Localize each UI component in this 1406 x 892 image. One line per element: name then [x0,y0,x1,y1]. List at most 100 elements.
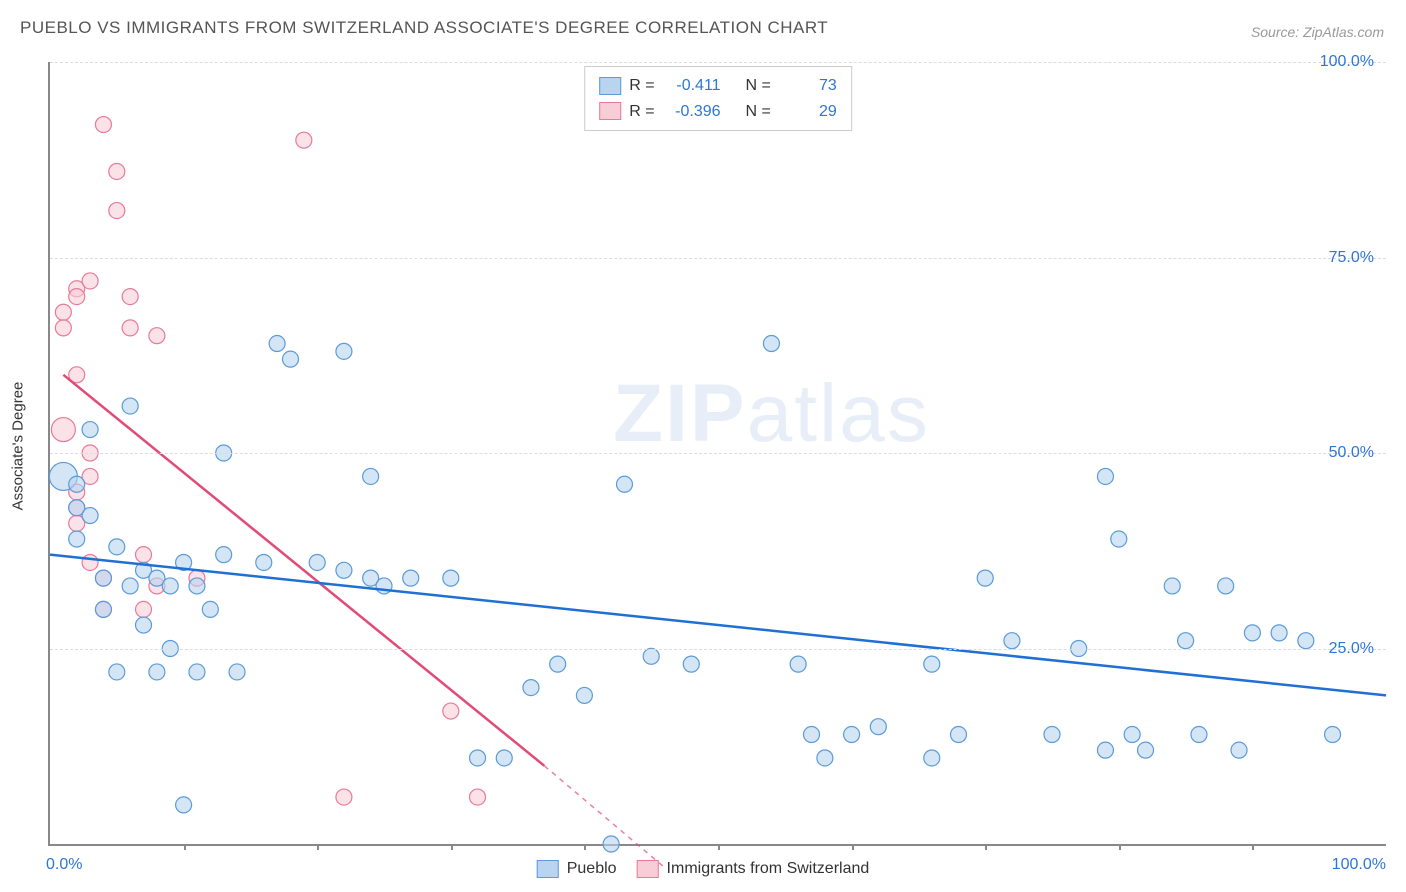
data-point [470,750,486,766]
data-point [69,476,85,492]
x-tick [1119,844,1121,850]
chart-title: PUEBLO VS IMMIGRANTS FROM SWITZERLAND AS… [20,18,828,38]
data-point [403,570,419,586]
data-point [1111,531,1127,547]
data-point [1044,727,1060,743]
data-point [1244,625,1260,641]
y-axis-label: Associate's Degree [10,382,27,511]
y-tick-label: 25.0% [1329,640,1374,658]
data-point [1097,468,1113,484]
y-tick-label: 50.0% [1329,444,1374,462]
legend-item: Pueblo [537,860,617,878]
data-point [804,727,820,743]
data-point [496,750,512,766]
data-point [95,570,111,586]
data-point [1138,742,1154,758]
data-point [109,664,125,680]
gridline [50,649,1386,650]
data-point [336,343,352,359]
data-point [1325,727,1341,743]
data-point [470,789,486,805]
data-point [176,797,192,813]
x-tick [985,844,987,850]
data-point [162,578,178,594]
data-point [1004,633,1020,649]
data-point [95,117,111,133]
data-point [363,468,379,484]
trend-line [50,555,1386,696]
data-point [309,554,325,570]
swatch-pink [637,860,659,878]
data-point [109,203,125,219]
data-point [136,601,152,617]
gridline [50,62,1386,63]
data-point [55,320,71,336]
x-tick [718,844,720,850]
gridline [50,258,1386,259]
data-point [1164,578,1180,594]
data-point [51,418,75,442]
x-tick [317,844,319,850]
swatch-blue [599,77,621,95]
data-point [269,336,285,352]
data-point [122,289,138,305]
y-tick-label: 75.0% [1329,249,1374,267]
x-tick [184,844,186,850]
data-point [817,750,833,766]
data-point [189,664,205,680]
data-point [109,539,125,555]
data-point [616,476,632,492]
data-point [136,617,152,633]
data-point [924,656,940,672]
data-point [82,422,98,438]
data-point [1191,727,1207,743]
data-point [55,304,71,320]
data-point [336,562,352,578]
data-point [1271,625,1287,641]
data-point [136,547,152,563]
x-tick [451,844,453,850]
legend-row: R = -0.411 N = 73 [599,73,837,99]
data-point [443,703,459,719]
plot-area: ZIPatlas R = -0.411 N = 73 R = -0.396 N … [48,62,1386,846]
data-point [977,570,993,586]
source-attribution: Source: ZipAtlas.com [1251,24,1384,40]
data-point [950,727,966,743]
data-point [1124,727,1140,743]
data-point [189,578,205,594]
data-point [1178,633,1194,649]
legend-item: Immigrants from Switzerland [637,860,870,878]
data-point [1097,742,1113,758]
data-point [282,351,298,367]
data-point [924,750,940,766]
data-point [122,578,138,594]
trend-line-extension [544,766,664,868]
data-point [683,656,699,672]
data-point [870,719,886,735]
data-point [763,336,779,352]
x-axis-min-label: 0.0% [46,856,82,874]
data-point [1231,742,1247,758]
x-tick [1252,844,1254,850]
data-point [603,836,619,852]
data-point [790,656,806,672]
y-tick-label: 100.0% [1320,53,1374,71]
gridline [50,453,1386,454]
data-point [844,727,860,743]
data-point [336,789,352,805]
data-point [69,289,85,305]
data-point [1218,578,1234,594]
x-tick [852,844,854,850]
data-point [82,554,98,570]
data-point [443,570,459,586]
data-point [523,680,539,696]
data-point [122,398,138,414]
data-point [256,554,272,570]
data-point [82,508,98,524]
data-point [1298,633,1314,649]
data-point [149,664,165,680]
data-point [643,648,659,664]
x-tick [584,844,586,850]
series-legend: Pueblo Immigrants from Switzerland [537,860,870,878]
correlation-legend: R = -0.411 N = 73 R = -0.396 N = 29 [584,66,852,131]
